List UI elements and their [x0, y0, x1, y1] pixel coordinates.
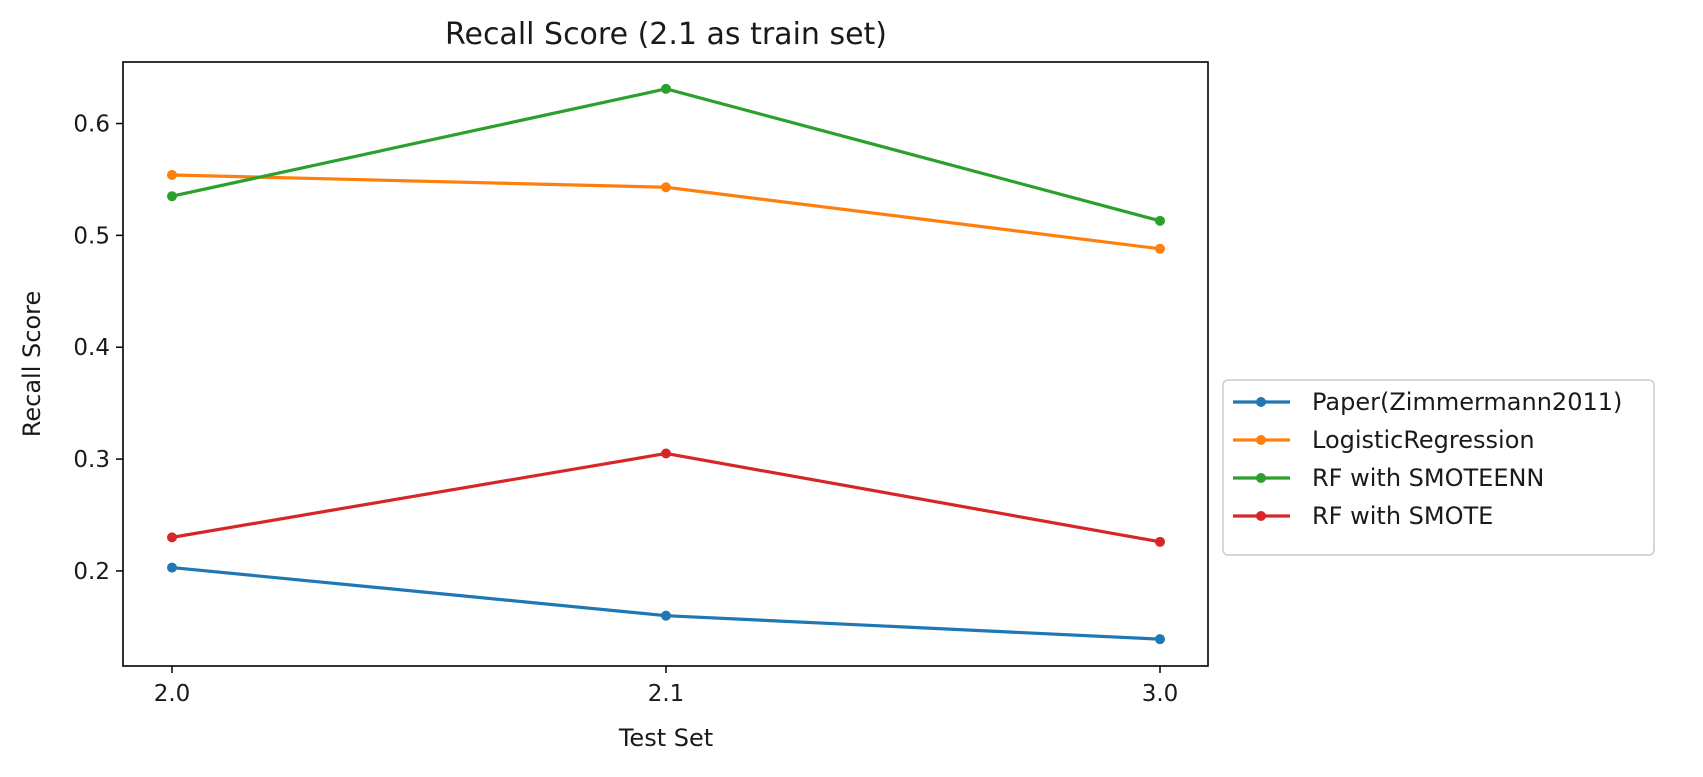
data-point: [1155, 536, 1165, 547]
chart-title: Recall Score (2.1 as train set): [445, 17, 887, 52]
series-1: [167, 562, 1165, 645]
series-layer: [167, 83, 1165, 645]
x-tick-label: 2.0: [154, 681, 191, 707]
series-2: [167, 169, 1165, 254]
legend-marker: [1256, 397, 1266, 407]
x-axis: 2.0 2.1 3.0: [154, 666, 1179, 707]
y-tick-label: 0.2: [73, 559, 110, 585]
x-tick-label: 3.0: [1142, 681, 1179, 707]
y-tick-label: 0.4: [73, 335, 110, 361]
legend-label: RF with SMOTEENN: [1312, 464, 1544, 492]
legend: Paper(Zimmermann2011) LogisticRegression R…: [1222, 379, 1655, 556]
y-tick-label: 0.3: [73, 447, 110, 473]
data-point: [661, 448, 671, 459]
series-3: [167, 83, 1165, 226]
data-point: [167, 562, 177, 573]
legend-entry: Paper(Zimmermann2011): [1233, 388, 1622, 416]
data-point: [167, 169, 177, 180]
x-tick-label: 2.1: [648, 681, 685, 707]
legend-label: LogisticRegression: [1312, 426, 1535, 454]
y-axis: 0.2 0.3 0.4 0.5 0.6: [73, 112, 123, 585]
legend-label: RF with SMOTE: [1312, 502, 1493, 530]
data-point: [1155, 215, 1165, 226]
legend-entry: RF with SMOTE: [1233, 502, 1493, 530]
data-point: [167, 532, 177, 543]
data-point: [661, 182, 671, 193]
legend-marker: [1256, 473, 1266, 483]
data-point: [167, 191, 177, 202]
legend-entry: LogisticRegression: [1233, 426, 1535, 454]
x-axis-label: Test Set: [618, 724, 713, 752]
legend-label: Paper(Zimmermann2011): [1312, 388, 1622, 416]
legend-box: [1222, 379, 1655, 556]
data-point: [1155, 634, 1165, 645]
series-4: [167, 448, 1165, 547]
legend-entry: RF with SMOTEENN: [1233, 464, 1544, 492]
legend-marker: [1256, 435, 1266, 445]
data-point: [1155, 243, 1165, 254]
y-tick-label: 0.6: [73, 112, 110, 138]
data-point: [661, 83, 671, 94]
data-point: [661, 610, 671, 621]
y-axis-label: Recall Score: [18, 291, 46, 437]
y-tick-label: 0.5: [73, 223, 110, 249]
legend-marker: [1256, 511, 1266, 521]
